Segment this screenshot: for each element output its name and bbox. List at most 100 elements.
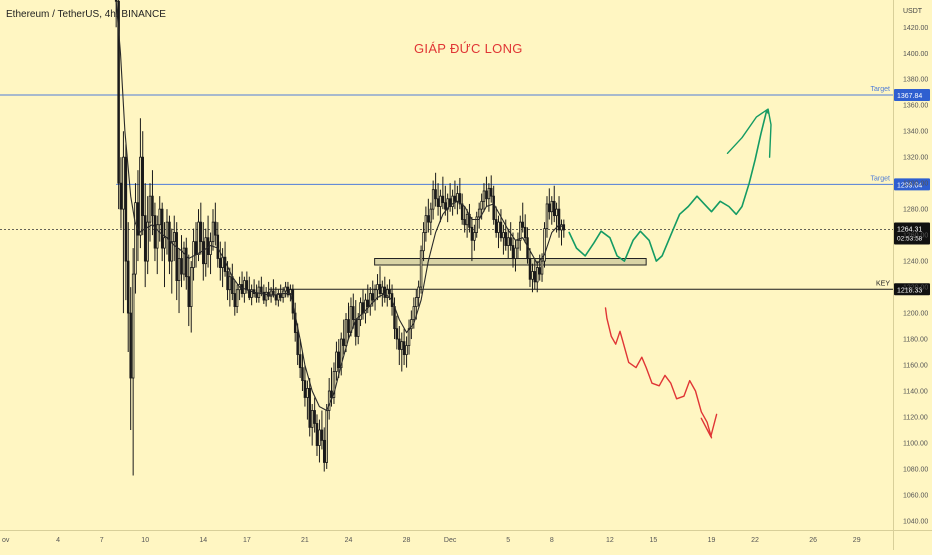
candle-body <box>257 286 261 298</box>
candle <box>475 211 478 238</box>
candle-body <box>519 221 522 241</box>
candle-body <box>250 289 253 298</box>
candle <box>453 180 457 210</box>
candle <box>240 271 244 298</box>
candle-body <box>533 271 537 283</box>
candle <box>470 216 474 262</box>
candle-body <box>548 203 551 213</box>
candle-body <box>470 226 474 241</box>
candle-body <box>160 208 164 249</box>
candle-body <box>366 299 370 307</box>
author-watermark: GIÁP ĐỨC LONG <box>414 41 523 56</box>
candle <box>528 248 532 288</box>
candle <box>189 261 193 333</box>
candle <box>177 248 181 314</box>
candle <box>141 131 144 236</box>
candle <box>485 176 488 207</box>
candle-body <box>441 195 445 204</box>
candle-body <box>269 290 273 297</box>
candle-body <box>502 232 505 239</box>
candle-body <box>146 221 149 262</box>
candle <box>223 241 227 277</box>
candle-body <box>182 247 186 275</box>
candle-body <box>339 338 343 369</box>
candle <box>134 183 137 294</box>
candle-body <box>364 299 367 314</box>
bullish-arrow-head <box>726 108 772 158</box>
candle <box>552 185 556 223</box>
y-tick-label: 1160.00 <box>903 363 928 370</box>
y-tick-label: 1360.00 <box>903 103 928 110</box>
candle-body <box>427 215 430 223</box>
candle <box>332 362 336 404</box>
candle <box>204 228 208 277</box>
candle-body <box>313 410 316 424</box>
candle <box>255 284 258 303</box>
candle-body <box>557 208 561 231</box>
candle <box>337 339 341 379</box>
candle-body <box>395 328 399 340</box>
candle <box>487 183 491 212</box>
x-tick-label: 5 <box>506 537 510 544</box>
candle <box>243 276 246 303</box>
candle <box>344 313 348 353</box>
candle-body <box>325 410 328 463</box>
candle <box>129 287 132 430</box>
x-tick-label: 10 <box>141 537 149 544</box>
candle-body <box>473 232 476 241</box>
candle <box>531 263 534 293</box>
candle-body <box>417 286 420 298</box>
candle <box>214 202 217 246</box>
candle-body <box>233 293 237 307</box>
candle <box>197 209 200 262</box>
y-tick-label: 1040.00 <box>903 518 928 525</box>
candle-body <box>431 189 435 210</box>
candle <box>545 196 549 238</box>
level-price-tag <box>894 283 930 296</box>
candle-body <box>460 203 464 220</box>
candle <box>506 228 510 259</box>
x-tick-label: 24 <box>345 537 353 544</box>
candle <box>296 323 299 366</box>
candle <box>492 185 495 225</box>
y-tick-label: 1320.00 <box>903 155 928 162</box>
candle <box>448 183 452 212</box>
candle <box>548 188 551 220</box>
x-tick-label: 8 <box>550 537 554 544</box>
candle-body <box>388 289 391 294</box>
candle-body <box>114 0 118 2</box>
candle-body <box>202 241 205 265</box>
candle <box>148 183 152 242</box>
candle <box>310 403 314 446</box>
x-tick-label: 15 <box>650 537 658 544</box>
candle-body <box>543 228 546 262</box>
candle-body <box>497 221 500 233</box>
candle <box>136 170 140 262</box>
candle-body <box>303 380 307 398</box>
candle <box>180 235 183 288</box>
candle <box>477 202 481 229</box>
candle-body <box>552 200 556 217</box>
candle-body <box>332 371 336 398</box>
level-price-value: 1299.04 <box>897 182 922 189</box>
candle <box>482 183 486 212</box>
candle-body <box>322 439 326 463</box>
candle-body <box>506 237 510 246</box>
y-tick-label: 1400.00 <box>903 51 928 58</box>
candle-body <box>136 202 140 236</box>
y-tick-label: 1300.00 <box>903 181 928 188</box>
candle <box>235 284 239 314</box>
candle-body <box>235 289 239 307</box>
candle <box>533 258 537 290</box>
candle-body <box>248 289 251 298</box>
candle <box>395 315 399 350</box>
candle <box>497 215 500 249</box>
candle-body <box>402 341 406 356</box>
candle <box>308 378 311 437</box>
candle <box>523 214 527 243</box>
candle <box>301 352 304 392</box>
candle-body <box>528 258 532 280</box>
candle-body <box>143 215 147 262</box>
